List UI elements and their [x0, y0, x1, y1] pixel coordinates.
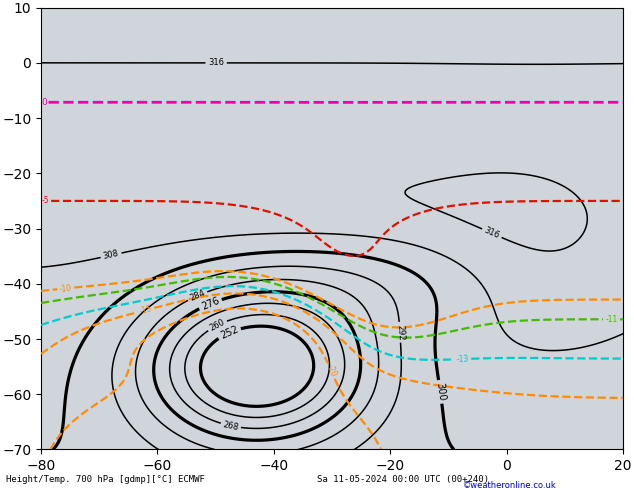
Text: 300: 300: [434, 382, 446, 402]
Text: -11: -11: [605, 315, 618, 324]
Text: 316: 316: [208, 58, 224, 68]
Text: Height/Temp. 700 hPa [gdmp][°C] ECMWF: Height/Temp. 700 hPa [gdmp][°C] ECMWF: [6, 475, 205, 484]
Text: 284: 284: [188, 289, 207, 303]
Text: ©weatheronline.co.uk: ©weatheronline.co.uk: [463, 481, 557, 490]
Text: 268: 268: [223, 420, 240, 432]
Text: -20: -20: [325, 364, 338, 379]
Text: -10: -10: [59, 283, 72, 294]
Text: 292: 292: [395, 324, 405, 341]
Text: -5: -5: [42, 196, 49, 205]
Text: Sa 11-05-2024 00:00 UTC (00+240): Sa 11-05-2024 00:00 UTC (00+240): [317, 475, 489, 484]
Text: 252: 252: [219, 324, 240, 341]
Text: 316: 316: [482, 226, 501, 241]
Text: 260: 260: [208, 318, 226, 333]
Text: -15: -15: [139, 304, 153, 316]
Text: 0: 0: [41, 98, 47, 107]
Text: -13: -13: [456, 354, 469, 364]
Text: 308: 308: [102, 249, 120, 261]
Text: 276: 276: [200, 295, 221, 312]
